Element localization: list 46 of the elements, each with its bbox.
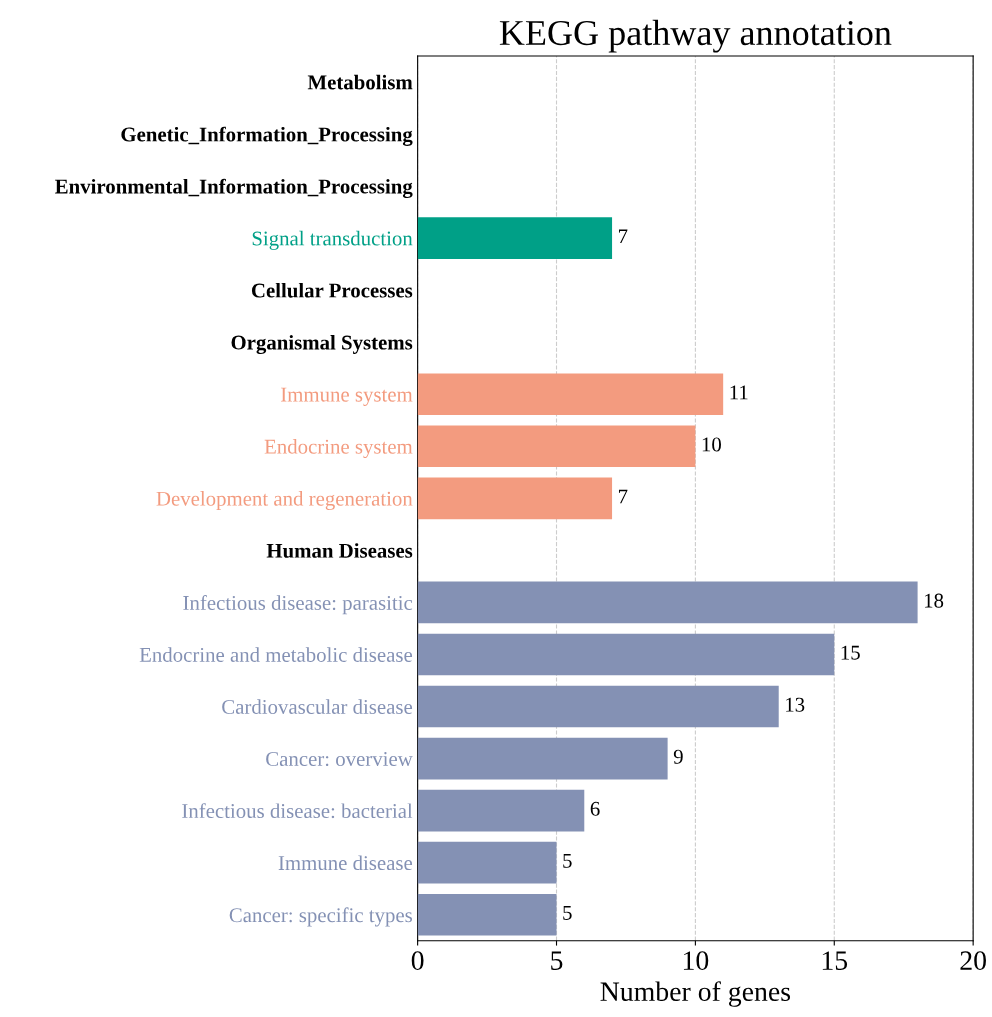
y-tick-label: Organismal Systems <box>231 334 413 355</box>
y-tick-label: Immune disease <box>278 855 413 871</box>
bar <box>417 789 585 832</box>
x-tick-label: 15 <box>822 951 848 970</box>
y-tick-label: Genetic_Information_Processing <box>121 126 413 146</box>
y-tick-label: Metabolism <box>307 74 413 90</box>
bar <box>417 373 724 416</box>
bar <box>417 217 613 259</box>
y-tick-label: Development and regeneration <box>156 491 413 511</box>
y-tick-label: Endocrine and metabolic disease <box>139 647 413 662</box>
y-tick-label: Cancer: specific types <box>229 907 413 927</box>
y-tick-label: Infectious disease: bacterial <box>182 803 413 819</box>
x-tick-label: 10 <box>683 951 709 970</box>
x-tick-label: 5 <box>551 951 563 970</box>
y-tick-label: Immune system <box>281 387 413 406</box>
y-tick-label: Human Diseases <box>266 543 413 558</box>
data-label: 10 <box>702 437 721 452</box>
y-tick-label: Cellular Processes <box>251 282 413 298</box>
y-tick-label: Cardiovascular disease <box>222 699 413 714</box>
data-label: 13 <box>786 697 805 712</box>
y-tick-label: Infectious disease: parasitic <box>183 595 413 615</box>
x-tick-label: 0 <box>411 951 424 970</box>
data-label: 7 <box>618 489 628 504</box>
data-label: 9 <box>673 749 683 764</box>
y-tick-label: Cancer: overview <box>266 751 413 767</box>
data-label: 15 <box>841 645 860 660</box>
data-label: 5 <box>563 854 572 868</box>
data-label: 7 <box>618 229 628 244</box>
bar <box>417 425 696 468</box>
bar <box>417 477 613 520</box>
bar <box>417 841 557 884</box>
bar <box>417 581 918 624</box>
y-tick-label: Environmental_Information_Processing <box>55 178 413 198</box>
data-label: 11 <box>730 385 748 400</box>
bar <box>417 737 668 780</box>
x-tick-label: 20 <box>960 951 986 970</box>
bar <box>417 893 557 936</box>
data-label: 18 <box>924 593 944 608</box>
chart-title: KEGG pathway annotation <box>499 19 892 53</box>
bar <box>417 633 835 676</box>
y-tick-label: Endocrine system <box>264 439 413 459</box>
x-axis-title: Number of genes <box>600 981 791 1007</box>
data-label: 6 <box>590 801 600 816</box>
bar <box>417 685 779 728</box>
y-tick-label: Signal transduction <box>252 230 413 250</box>
data-label: 5 <box>563 906 572 920</box>
